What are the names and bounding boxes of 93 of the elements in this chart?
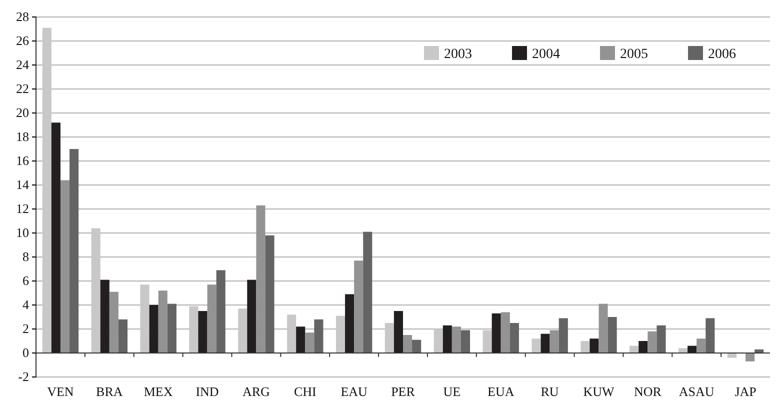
bar <box>434 329 443 353</box>
bar <box>746 353 755 362</box>
y-tick-label: 2 <box>22 321 29 336</box>
x-tick-label: ARG <box>242 384 270 399</box>
y-tick-label: 22 <box>16 81 29 96</box>
bar <box>590 338 599 353</box>
y-tick-label: -2 <box>18 369 29 384</box>
bar <box>118 319 128 353</box>
bar <box>403 335 412 353</box>
bar <box>482 330 492 353</box>
y-tick-label: 26 <box>16 33 30 48</box>
bar <box>452 326 461 353</box>
bar <box>158 290 168 353</box>
x-tick-label: NOR <box>634 384 662 399</box>
bar <box>608 317 617 353</box>
bar <box>500 312 510 353</box>
x-tick-label: ASAU <box>678 384 715 399</box>
y-tick-label: 6 <box>22 273 30 288</box>
x-tick-label: VEN <box>47 384 74 399</box>
x-tick-label: MEX <box>144 384 174 399</box>
bar <box>727 353 736 358</box>
bar <box>598 304 608 353</box>
y-tick-label: 18 <box>16 129 29 144</box>
x-tick-label: BRA <box>96 384 124 399</box>
y-tick-label: 16 <box>16 153 30 168</box>
bar <box>100 280 110 353</box>
legend-label: 2006 <box>708 47 736 62</box>
bar <box>189 306 198 353</box>
bar <box>140 284 150 353</box>
bar <box>216 270 226 353</box>
bar <box>91 228 100 353</box>
bar <box>238 308 248 353</box>
bar <box>384 323 394 353</box>
bar <box>630 346 639 353</box>
bar <box>314 319 324 353</box>
y-tick-label: 4 <box>22 297 30 312</box>
x-tick-label: EAU <box>340 384 368 399</box>
bar <box>412 340 422 353</box>
bar <box>696 338 706 353</box>
bar <box>354 260 364 353</box>
bar <box>648 331 657 353</box>
bar <box>442 325 452 353</box>
bar <box>296 326 306 353</box>
y-tick-label: 14 <box>16 177 30 192</box>
legend-label: 2004 <box>532 47 560 62</box>
legend-label: 2005 <box>620 47 648 62</box>
bar <box>265 235 274 353</box>
y-tick-label: 12 <box>16 201 29 216</box>
bar <box>688 346 697 353</box>
x-tick-label: UE <box>443 384 461 399</box>
y-tick-label: 20 <box>16 105 29 120</box>
bar <box>60 180 70 353</box>
bar <box>247 280 256 353</box>
bar <box>70 149 79 353</box>
bar <box>345 294 354 353</box>
x-tick-label: IND <box>196 384 219 399</box>
x-tick-label: EUA <box>488 384 515 399</box>
legend-label: 2003 <box>444 47 472 62</box>
bar <box>706 318 715 353</box>
bar <box>638 341 648 353</box>
bar <box>207 284 216 353</box>
bar <box>540 334 550 353</box>
bar <box>492 313 501 353</box>
bar <box>109 292 118 353</box>
bar <box>656 325 666 353</box>
bar <box>678 348 688 353</box>
bar <box>532 338 541 353</box>
bar <box>287 314 296 353</box>
y-tick-label: 0 <box>22 345 29 360</box>
y-tick-label: 24 <box>16 57 30 72</box>
x-tick-label: CHI <box>294 384 316 399</box>
y-tick-label: 28 <box>16 9 29 24</box>
x-tick-label: JAP <box>734 384 756 399</box>
y-tick-label: 10 <box>16 225 29 240</box>
bar <box>256 205 266 353</box>
bar <box>198 311 208 353</box>
bar <box>51 122 60 353</box>
y-tick-label: 8 <box>22 249 29 264</box>
x-tick-label: KUW <box>583 384 615 399</box>
bar <box>394 311 403 353</box>
bar <box>580 341 590 353</box>
bar <box>460 330 470 353</box>
bar <box>336 316 346 353</box>
bar <box>510 323 519 353</box>
bar <box>149 305 158 353</box>
x-tick-label: RU <box>540 384 560 399</box>
bar <box>550 330 559 353</box>
bar <box>363 232 372 353</box>
bar <box>42 28 52 353</box>
bar <box>305 332 314 353</box>
bar <box>167 304 176 353</box>
x-tick-label: PER <box>391 384 416 399</box>
bar <box>558 318 568 353</box>
